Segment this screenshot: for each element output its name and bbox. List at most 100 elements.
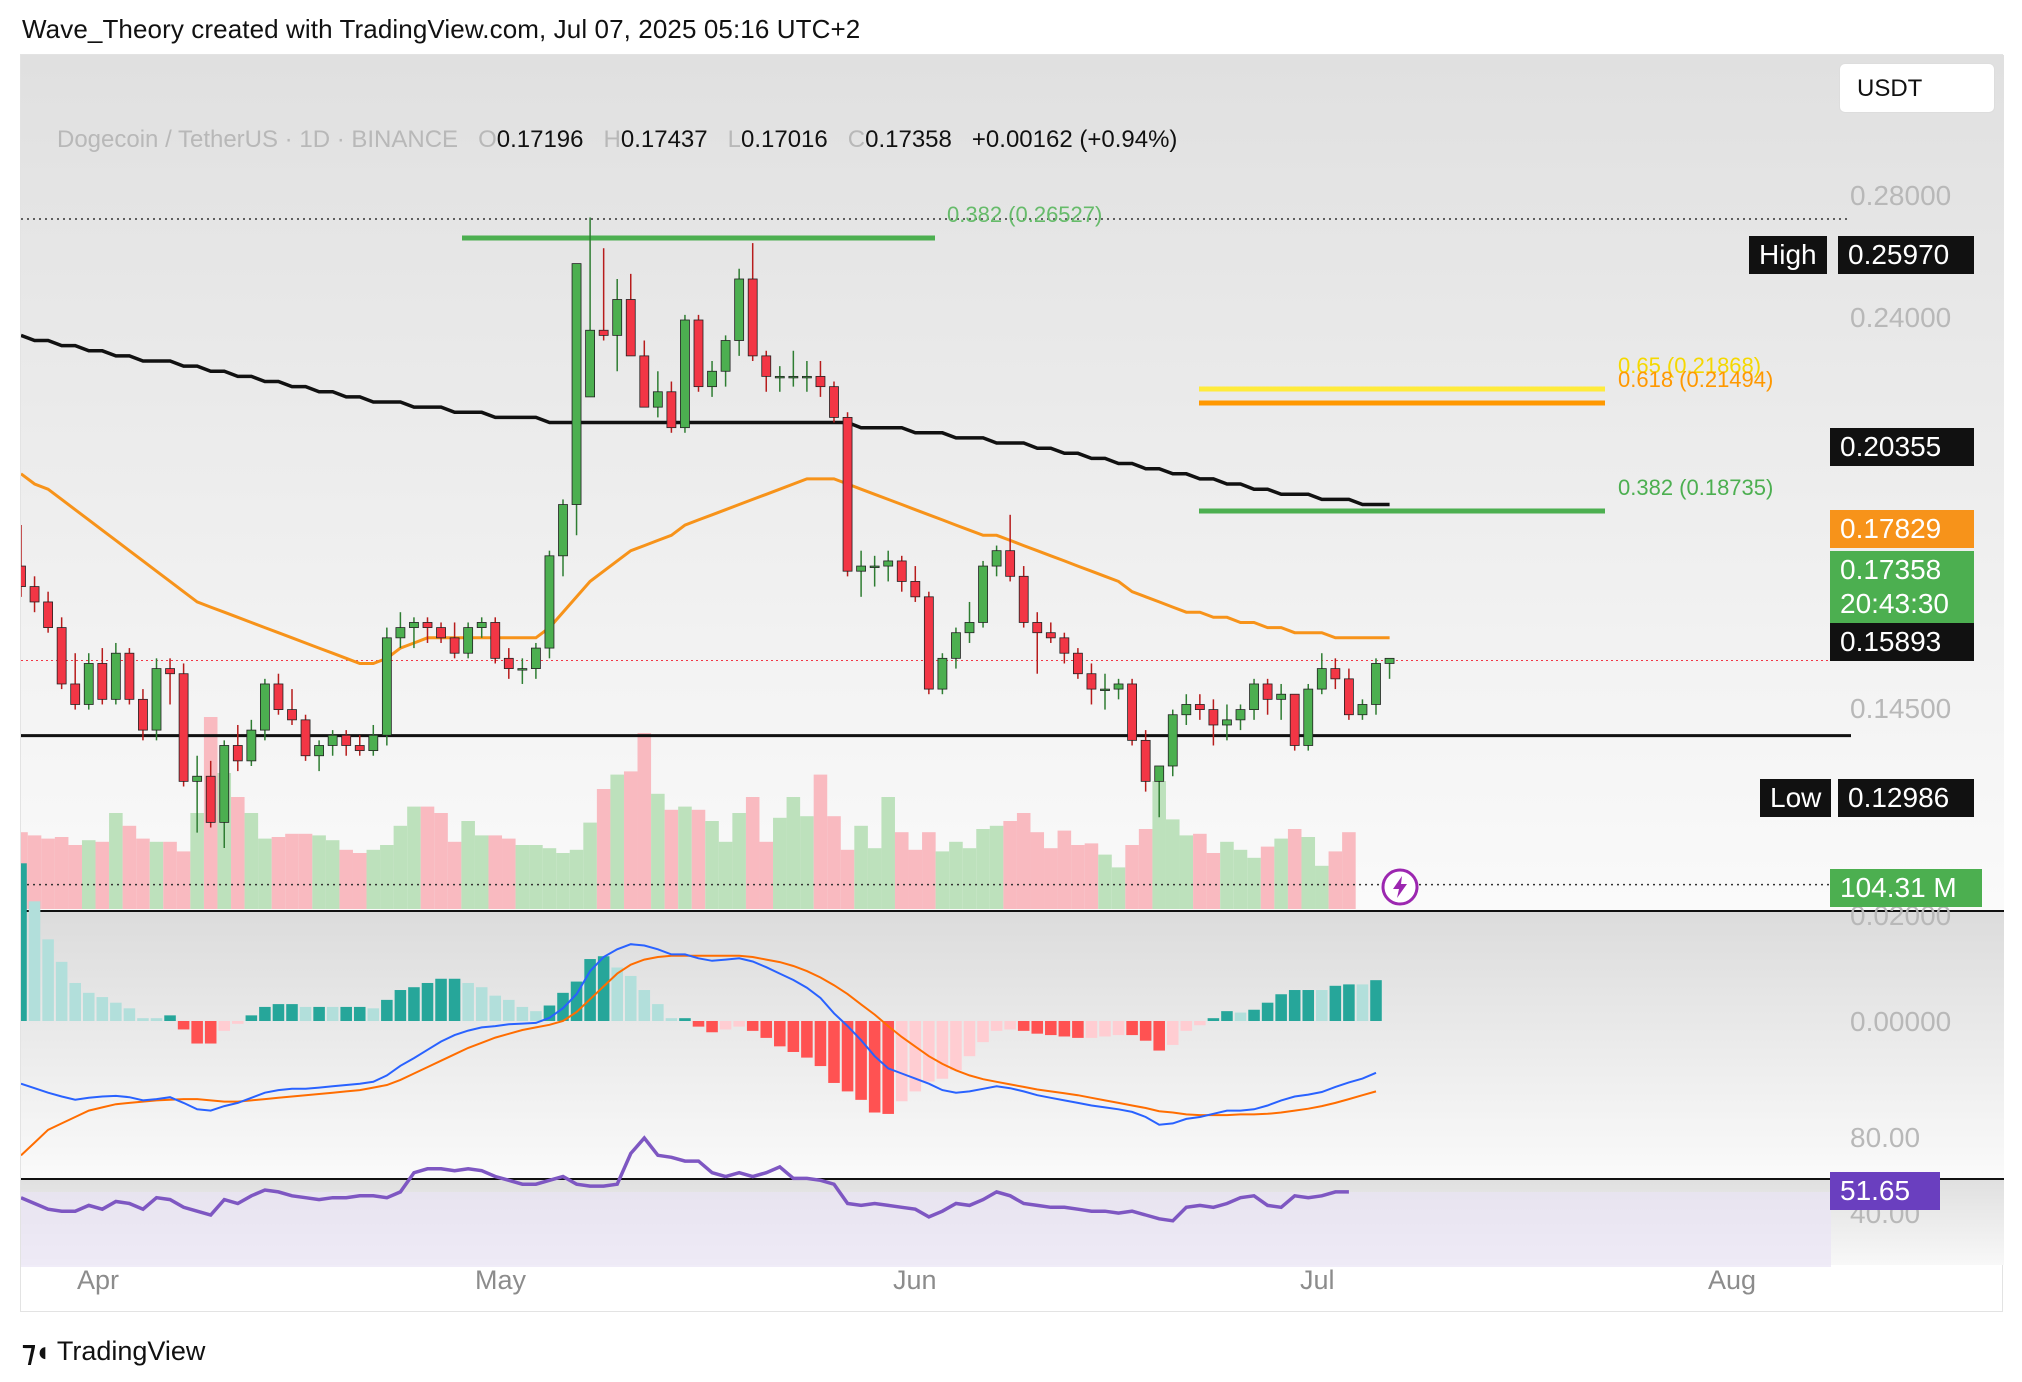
volume-bar bbox=[122, 825, 137, 909]
candle-body bbox=[151, 668, 162, 731]
volume-bar bbox=[908, 849, 923, 909]
support-tag: 0.15893 bbox=[1830, 623, 1974, 661]
volume-bar bbox=[867, 848, 882, 909]
macd-hist-bar bbox=[367, 1008, 380, 1021]
candle-body bbox=[1167, 714, 1178, 767]
volume-bar bbox=[339, 849, 353, 909]
volume-bar bbox=[651, 793, 665, 909]
candle-body bbox=[1235, 709, 1246, 721]
candle-body bbox=[788, 375, 799, 379]
month-apr: Apr bbox=[77, 1265, 120, 1295]
macd-hist-bar bbox=[733, 1021, 745, 1027]
candle-body bbox=[29, 586, 40, 603]
ma50-line bbox=[21, 472, 1390, 665]
macd-hist-bar bbox=[259, 1006, 271, 1021]
macd-hist-bar bbox=[69, 982, 81, 1021]
candle-body bbox=[1032, 622, 1043, 634]
candle-body bbox=[815, 375, 826, 388]
volume-bar bbox=[786, 797, 801, 909]
candle-body bbox=[1208, 709, 1219, 726]
volume-bar bbox=[962, 848, 977, 909]
change-value: +0.00162 (+0.94%) bbox=[971, 126, 1178, 153]
candle-body bbox=[124, 652, 135, 700]
candle-body bbox=[449, 637, 460, 654]
volume-bar bbox=[81, 840, 96, 909]
macd-hist-bar bbox=[1126, 1021, 1138, 1036]
volume-bar bbox=[407, 806, 421, 909]
volume-bar bbox=[1315, 865, 1329, 909]
low-value: 0.17016 bbox=[741, 126, 828, 153]
rsi-tick: 80.00 bbox=[1850, 1122, 1921, 1153]
volume-bar bbox=[27, 835, 42, 909]
candle-body bbox=[747, 278, 758, 357]
volume-layer bbox=[21, 717, 1356, 909]
candle-body bbox=[1357, 704, 1368, 716]
open-value: 0.17196 bbox=[496, 126, 584, 153]
currency-selector[interactable]: USDT bbox=[1839, 63, 1995, 113]
candle-body bbox=[205, 775, 216, 823]
volume-bar bbox=[1152, 781, 1166, 909]
volume-bar bbox=[732, 813, 746, 909]
volume-bar bbox=[1003, 821, 1017, 909]
candle-body bbox=[409, 622, 419, 628]
low-label: L bbox=[727, 126, 741, 153]
volume-bar bbox=[1098, 854, 1112, 909]
macd-hist-bar bbox=[150, 1018, 163, 1021]
volume-bar bbox=[502, 838, 516, 909]
macd-hist-bar bbox=[665, 1018, 678, 1021]
candle-body bbox=[964, 622, 975, 634]
macd-hist-bar bbox=[1261, 1002, 1274, 1021]
macd-hist-bar bbox=[652, 1004, 664, 1021]
macd-hist-bar bbox=[218, 1021, 231, 1031]
volume-bar bbox=[1179, 835, 1194, 909]
macd-signal-line bbox=[21, 954, 1377, 1157]
volume-bar bbox=[1233, 849, 1248, 909]
volume-bar bbox=[380, 845, 394, 909]
volume-bar bbox=[989, 825, 1004, 909]
candles-layer bbox=[21, 217, 1395, 849]
volume-bar bbox=[258, 838, 272, 909]
candle-body bbox=[490, 622, 501, 659]
candle-body bbox=[381, 637, 392, 736]
candle-body bbox=[693, 319, 704, 388]
candle-body bbox=[232, 745, 243, 762]
volume-bar bbox=[515, 845, 530, 909]
candle-body bbox=[43, 601, 54, 628]
volume-bar bbox=[1301, 837, 1316, 909]
macd-hist-bar bbox=[1356, 984, 1369, 1021]
macd-hist-bar bbox=[1248, 1009, 1260, 1021]
volume-bar bbox=[935, 851, 950, 909]
macd-hist-bar bbox=[1085, 1021, 1098, 1038]
ohlc-legend: Dogecoin / TetherUS · 1D · BINANCE O0.17… bbox=[57, 126, 1177, 154]
candle-body bbox=[56, 627, 67, 685]
tradingview-logo[interactable]: ⁊◖ TradingView bbox=[22, 1335, 205, 1368]
macd-hist-bar bbox=[1194, 1021, 1206, 1026]
chart-area[interactable]: Dogecoin / TetherUS · 1D · BINANCE O0.17… bbox=[20, 54, 2004, 1313]
macd-hist-bar bbox=[394, 990, 407, 1021]
candle-body bbox=[991, 550, 1002, 567]
macd-hist-bar bbox=[489, 995, 502, 1021]
macd-hist-bar bbox=[1166, 1021, 1179, 1045]
candle-body bbox=[1059, 637, 1070, 654]
macd-hist-bar bbox=[408, 987, 420, 1021]
overlay-lines bbox=[21, 218, 1851, 886]
volume-bar bbox=[637, 733, 652, 909]
fib-label-065: 0.65 (0.21868) bbox=[1618, 353, 1762, 378]
volume-bar bbox=[352, 853, 367, 909]
macd-pane-bg bbox=[21, 912, 2004, 1178]
volume-bar bbox=[163, 841, 177, 909]
macd-hist-bar bbox=[448, 978, 461, 1021]
volume-bar bbox=[583, 822, 597, 909]
volume-bar bbox=[922, 832, 936, 909]
volume-bar bbox=[718, 841, 733, 909]
macd-hist-bar bbox=[1004, 1021, 1016, 1030]
low-tag-value: 0.12986 bbox=[1838, 779, 1974, 817]
ma200-tag: 0.20355 bbox=[1830, 428, 1974, 466]
volume-bar bbox=[420, 806, 435, 909]
macd-hist-bar bbox=[570, 981, 583, 1021]
price-chart-canvas[interactable] bbox=[21, 55, 2004, 1313]
volume-bar bbox=[800, 816, 814, 909]
lightning-icon[interactable] bbox=[1380, 867, 1420, 907]
rsi-layer bbox=[21, 1135, 1349, 1223]
candle-body bbox=[923, 596, 934, 690]
